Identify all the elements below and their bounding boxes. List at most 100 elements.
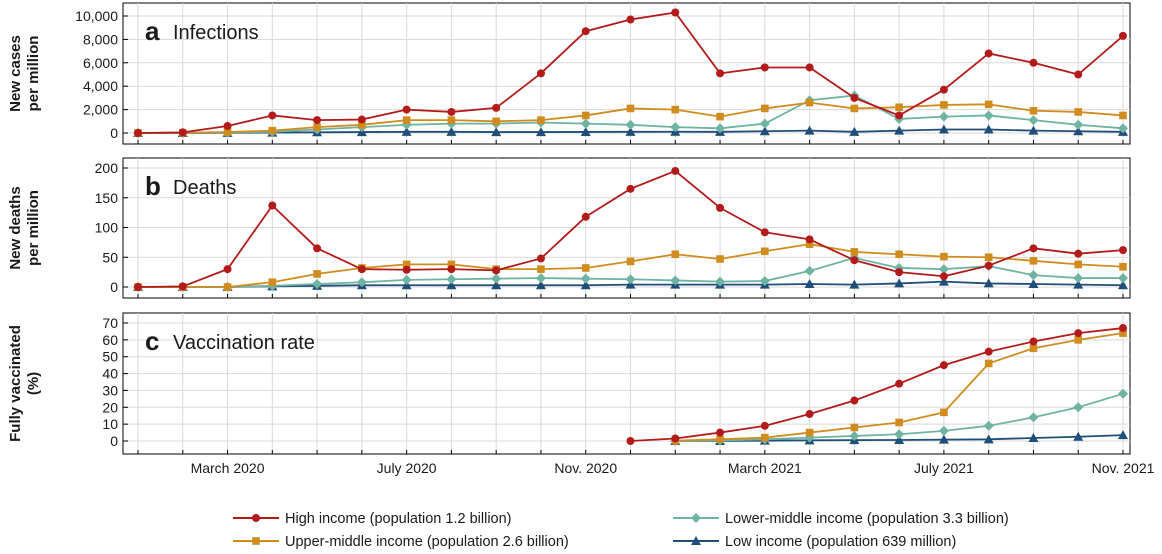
y-axis-label-line: (%) xyxy=(25,372,42,395)
data-point-upper xyxy=(1029,106,1038,115)
data-point-high xyxy=(223,121,232,130)
data-point-upper xyxy=(1119,262,1127,271)
data-point-lower xyxy=(1073,402,1084,413)
data-point-high xyxy=(1074,329,1083,338)
data-point-upper xyxy=(1119,111,1127,120)
data-point-low xyxy=(983,278,994,288)
y-tick-label: 2,000 xyxy=(83,102,118,118)
data-point-high xyxy=(671,166,680,175)
y-tick-label: 50 xyxy=(102,349,118,365)
data-point-high xyxy=(850,256,859,265)
data-point-upper xyxy=(402,116,411,124)
y-axis-label-line: New deaths xyxy=(7,186,24,269)
data-point-high xyxy=(939,361,948,370)
data-point-lower xyxy=(580,118,591,129)
data-point-high xyxy=(671,8,680,17)
data-point-high xyxy=(626,437,635,445)
data-point-lower xyxy=(312,279,323,290)
y-axis-label-line: per million xyxy=(25,36,42,112)
data-point-high xyxy=(536,69,545,78)
data-point-high xyxy=(492,266,501,275)
data-point-upper xyxy=(761,433,769,442)
data-point-upper xyxy=(492,117,500,126)
y-tick-label: 30 xyxy=(102,382,118,398)
panel-title: Infections xyxy=(173,22,259,44)
data-point-low xyxy=(804,279,815,289)
data-point-low xyxy=(983,434,994,444)
data-point-high xyxy=(1074,249,1083,258)
panel-a: 0 2,000 4,000 6,000 8,000 10,000 New casesper … xyxy=(7,2,1131,145)
data-point-low xyxy=(535,280,546,290)
data-point-lower xyxy=(759,276,770,287)
legend-item-upper: Upper-middle income (population 2.6 bill… xyxy=(233,534,569,550)
data-point-low xyxy=(894,125,905,135)
data-point-high xyxy=(536,254,545,263)
data-point-lower xyxy=(1028,115,1039,126)
y-tick-label: 40 xyxy=(102,366,118,382)
data-point-low xyxy=(1028,125,1039,135)
y-axis-label-line: per million xyxy=(25,190,42,266)
data-point-high xyxy=(1029,58,1038,67)
data-point-lower xyxy=(849,430,860,441)
data-point-lower xyxy=(1118,273,1128,284)
y-tick-label: 60 xyxy=(102,332,118,348)
y-tick-label: 8,000 xyxy=(83,31,118,47)
y-axis-label-line: Fully vaccinated xyxy=(7,325,24,442)
panel-letter: b xyxy=(145,171,161,201)
data-point-high xyxy=(1119,324,1127,333)
data-point-upper xyxy=(761,104,769,113)
data-point-lower xyxy=(625,274,636,285)
data-point-lower xyxy=(1028,412,1039,423)
data-point-lower xyxy=(938,264,949,275)
y-axis-label-line: New cases xyxy=(7,35,24,112)
data-point-lower xyxy=(580,273,591,284)
data-point-lower xyxy=(446,274,457,285)
data-point-upper xyxy=(1074,108,1083,116)
data-point-upper xyxy=(850,423,859,432)
data-point-high xyxy=(134,283,142,291)
data-point-lower xyxy=(983,420,994,431)
data-point-high xyxy=(626,184,635,193)
data-point-high xyxy=(716,203,725,212)
data-point-high xyxy=(1119,31,1127,40)
data-point-high xyxy=(1074,70,1083,79)
data-point-lower xyxy=(670,275,681,286)
data-point-lower xyxy=(356,277,367,288)
data-point-upper xyxy=(1119,329,1127,337)
data-point-high xyxy=(357,115,366,124)
panel-frame xyxy=(122,2,1131,145)
data-point-high xyxy=(895,379,904,388)
data-point-upper xyxy=(984,253,993,262)
data-point-high xyxy=(850,396,859,405)
data-point-lower xyxy=(670,122,681,133)
data-point-high xyxy=(402,105,411,114)
y-tick-label: 20 xyxy=(102,399,118,415)
data-point-low xyxy=(894,434,905,444)
y-axis-label: New casesper million xyxy=(7,35,42,112)
x-tick-label: Nov. 2021 xyxy=(1092,460,1155,476)
data-point-high xyxy=(134,129,142,137)
data-point-low xyxy=(1118,280,1128,290)
data-point-lower xyxy=(938,425,949,436)
data-point-lower xyxy=(1073,273,1084,284)
data-point-high xyxy=(178,282,187,291)
data-point-high xyxy=(939,85,948,94)
legend-swatch-marker xyxy=(252,537,260,545)
x-tick-label: March 2021 xyxy=(728,460,802,476)
data-point-lower xyxy=(715,123,726,134)
data-point-low xyxy=(491,127,502,137)
data-point-upper xyxy=(671,105,680,114)
legend-swatch-marker xyxy=(691,513,701,523)
x-tick-label: July 2021 xyxy=(914,460,974,476)
data-point-upper xyxy=(984,359,993,368)
y-tick-label: 50 xyxy=(102,249,118,265)
data-point-upper xyxy=(895,418,903,427)
data-point-high xyxy=(178,128,187,137)
panel-frame xyxy=(122,312,1131,455)
data-point-upper xyxy=(313,270,321,278)
legend-item-lower: Lower-middle income (population 3.3 bill… xyxy=(673,511,1009,527)
y-tick-label: 0 xyxy=(110,279,118,295)
data-point-high xyxy=(805,235,814,244)
